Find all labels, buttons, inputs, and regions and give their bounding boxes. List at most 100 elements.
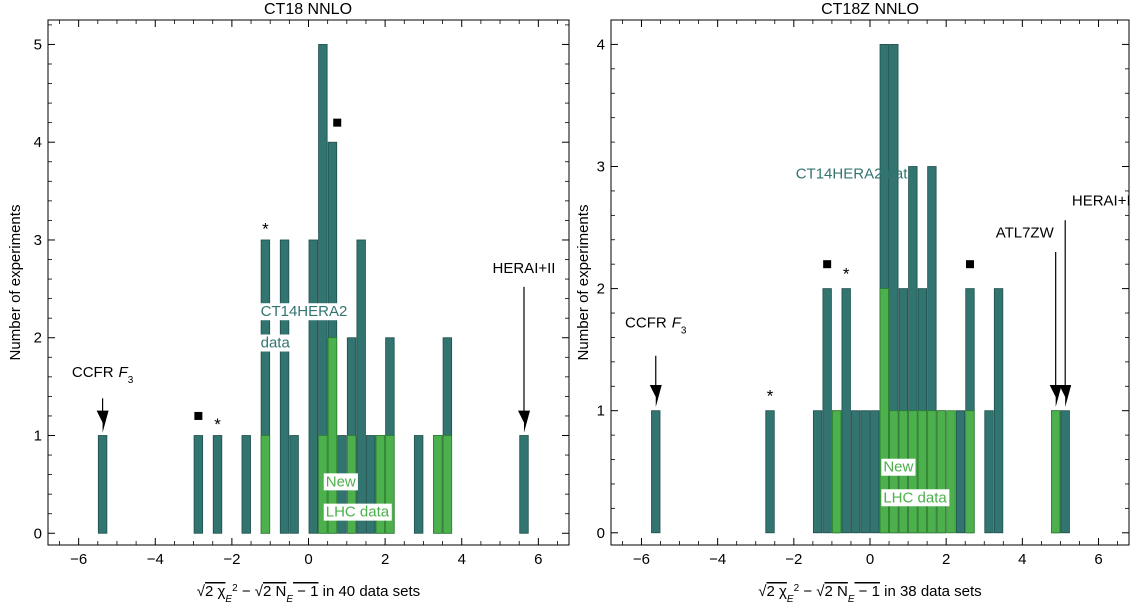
x-axis-label-part: 2 N — [825, 583, 848, 600]
bar-new-lhc — [442, 435, 453, 534]
y-tick-label: 1 — [597, 403, 605, 420]
bar-new-lhc — [260, 435, 271, 534]
arrow-label-sub: 3 — [681, 325, 687, 336]
sqrt-glyph: √ — [816, 583, 825, 600]
bar-ct14hera2 — [279, 239, 290, 534]
annotation-arrow-head — [649, 385, 662, 408]
y-tick-label: 3 — [597, 159, 605, 176]
bar-new-lhc — [965, 410, 975, 534]
bar-ct14hera2 — [413, 435, 424, 534]
y-tick-label: 4 — [597, 36, 605, 53]
x-axis-label-part: 2 — [232, 583, 238, 594]
series-label: CT14HERA2 data — [796, 166, 917, 183]
x-tick-label: 0 — [866, 551, 874, 568]
x-tick-label: −4 — [147, 551, 164, 568]
star-marker: * — [767, 387, 774, 406]
bar-ct14hera2 — [97, 435, 108, 534]
x-axis-label-part: E — [225, 594, 232, 605]
x-axis-label-part: − — [238, 583, 255, 600]
x-axis-label-part: 2 N — [263, 583, 286, 600]
arrow-label: HERAI+II — [493, 260, 556, 277]
bar-new-lhc — [832, 410, 842, 534]
arrow-label: ATL7ZW — [996, 224, 1055, 241]
chart-title: CT18Z NNLO — [821, 1, 919, 18]
arrow-label-sub: 3 — [128, 374, 134, 385]
annotation-arrow-head — [1049, 385, 1062, 408]
series-label: CT14HERA2 — [261, 303, 348, 320]
label-backdrop — [323, 503, 392, 521]
arrow-label-backdrop — [623, 314, 689, 337]
bar-ct14hera2 — [241, 435, 251, 534]
x-axis-label-part: E — [787, 594, 794, 605]
arrow-label-text: HERAI+II — [493, 260, 556, 277]
x-axis-label-part: in 38 data sets — [880, 583, 982, 600]
x-tick-label: −6 — [70, 551, 87, 568]
x-axis-label-part: E — [286, 594, 293, 605]
arrow-label-text: ATL7ZW — [996, 224, 1055, 241]
square-marker — [194, 411, 203, 420]
label-backdrop — [881, 489, 950, 507]
x-tick-label: −2 — [785, 551, 802, 568]
x-axis-label: √2 χE2 − √2 NE − 1 in 38 data sets — [758, 583, 981, 605]
label-backdrop — [881, 458, 916, 476]
x-tick-label: −2 — [223, 551, 240, 568]
arrow-label: CCFR F3 — [72, 364, 134, 386]
bar-ct14hera2 — [356, 239, 366, 534]
y-axis-label: Number of experiments — [575, 205, 592, 361]
series-label: New — [883, 459, 913, 476]
annotation-arrow-head — [1059, 385, 1072, 408]
x-axis-label-part: 2 — [794, 583, 800, 594]
panel-ct18z: CT18Z NNLO Number of experiments − 6 −4 −2 0 2 4… — [575, 1, 1131, 605]
bar-ct14hera2 — [841, 288, 851, 534]
bar-ct14hera2 — [860, 410, 870, 534]
bar-new-lhc — [433, 435, 443, 534]
bar-ct14hera2 — [212, 435, 223, 534]
y-tick-label: 3 — [34, 232, 42, 249]
series-label: LHC data — [883, 489, 947, 506]
square-marker — [333, 118, 342, 127]
x-axis-label-part: − — [799, 583, 816, 600]
bar-ct14hera2 — [765, 410, 775, 534]
bar-ct14hera2 — [366, 435, 376, 534]
y-tick-label: 1 — [34, 428, 42, 445]
x-axis-label-part: − 1 — [293, 583, 318, 600]
annotation-arrow-head — [96, 410, 109, 433]
x-tick-label: 4 — [1018, 551, 1026, 568]
star-marker: * — [214, 415, 221, 434]
bar-ct14hera2 — [993, 288, 1004, 534]
arrow-label: CCFR F3 — [625, 315, 687, 337]
y-tick-label: 0 — [597, 525, 605, 542]
x-axis-label-part: 2 χ — [205, 583, 226, 600]
x-tick-label: −4 — [709, 551, 726, 568]
plot-frame — [47, 19, 570, 546]
x-tick-label: 6 — [1094, 551, 1102, 568]
x-axis-label-part: − 1 — [855, 583, 880, 600]
x-tick-label: 2 — [942, 551, 950, 568]
x-axis-label-part: 2 χ — [767, 583, 788, 600]
x-axis-label-part: in 40 data sets — [318, 583, 420, 600]
x-axis-label-part: E — [848, 594, 855, 605]
arrow-label-backdrop — [490, 260, 558, 278]
bar-new-lhc — [385, 435, 395, 534]
bar-ct14hera2 — [193, 435, 204, 534]
arrow-label-backdrop — [69, 363, 136, 386]
sqrt-glyph: √ — [255, 583, 264, 600]
bar-ct14hera2 — [812, 410, 823, 534]
bar-ct14hera2 — [870, 410, 880, 534]
bar-ct14hera2 — [955, 410, 966, 534]
bar-ct14hera2 — [1060, 410, 1070, 534]
bar-ct14hera2 — [519, 435, 529, 534]
bar-new-lhc — [375, 435, 386, 534]
bar-ct14hera2 — [289, 435, 299, 534]
square-marker — [823, 260, 832, 269]
bar-new-lhc — [1051, 410, 1061, 534]
bar-ct14hera2 — [651, 410, 661, 534]
x-tick-label: 6 — [534, 551, 542, 568]
x-tick-label: 2 — [381, 551, 389, 568]
series-label: data — [261, 335, 291, 352]
arrow-label-var: F — [119, 364, 129, 381]
chart-title: CT18 NNLO — [264, 1, 352, 18]
arrow-label: HERAI+I — [1072, 193, 1131, 210]
